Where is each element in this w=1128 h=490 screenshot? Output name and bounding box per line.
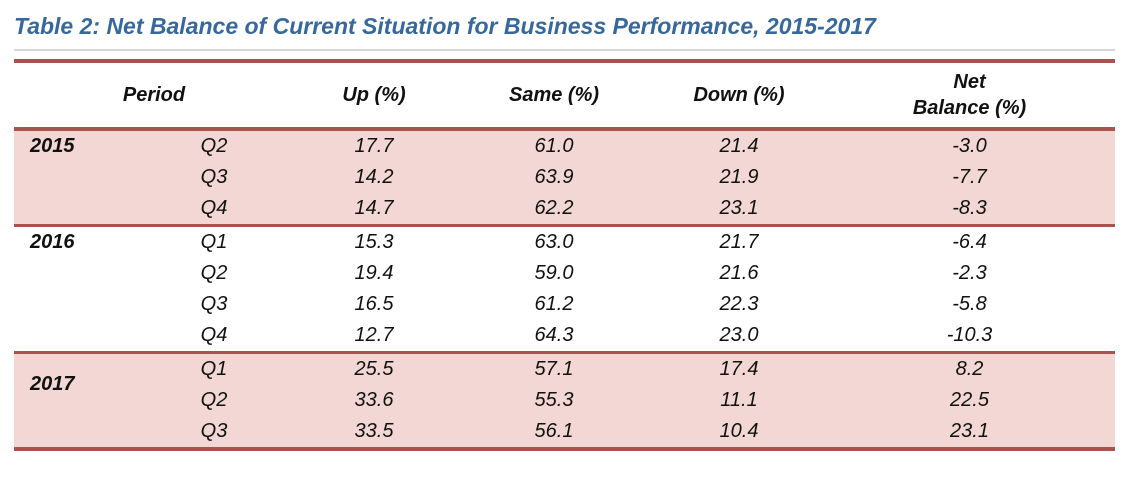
header-up: Up (%) (294, 61, 454, 131)
net-balance-cell: -3.0 (824, 129, 1115, 162)
down-cell: 21.9 (654, 162, 824, 193)
header-period: Period (14, 61, 294, 131)
table-row: Q2 19.4 59.0 21.6 -2.3 (14, 258, 1115, 289)
year-cell: 2015 (14, 129, 134, 226)
up-cell: 25.5 (294, 351, 454, 385)
net-balance-cell: -10.3 (946, 324, 993, 346)
down-cell: 11.1 (654, 385, 824, 416)
table-row: Q3 16.5 61.2 22.3 -5.8 (14, 289, 1115, 320)
table-header: Period Up (%) Same (%) Down (%) Net Bala… (14, 61, 1115, 131)
same-cell: 61.0 (454, 129, 654, 162)
table-title: Table 2: Net Balance of Current Situatio… (14, 13, 876, 39)
quarter-cell: Q2 (134, 385, 294, 416)
table-row: Q3 14.2 63.9 21.9 -7.7 (14, 162, 1115, 193)
net-balance-cell: 23.1 (824, 416, 1115, 449)
same-cell: 55.3 (454, 385, 654, 416)
table-body: 2015 Q2 17.7 61.0 21.4 -3.0 Q3 14.2 63.9 21.9 -7.7… (14, 129, 1115, 449)
net-balance-cell: -8.3 (824, 193, 1115, 226)
header-same: Same (%) (454, 61, 654, 131)
document-page: Table 2: Net Balance of Current Situatio… (0, 13, 1128, 490)
table-row: Q4 14.7 62.2 23.1 -8.3 (14, 193, 1115, 226)
up-cell: 15.3 (294, 224, 454, 258)
table-row: Q3 33.5 56.1 10.4 23.1 (14, 416, 1115, 449)
net-balance-cell: 8.2 (824, 351, 1115, 385)
header-net-balance: Net Balance (%) (824, 61, 1115, 131)
header-down: Down (%) (654, 61, 824, 131)
same-cell: 62.2 (454, 193, 654, 226)
net-balance-cell: -7.7 (824, 162, 1115, 193)
net-balance-cell: -2.3 (952, 262, 987, 284)
up-cell: 16.5 (354, 293, 394, 315)
down-cell: 10.4 (654, 416, 824, 449)
title-underline (14, 49, 1115, 51)
down-cell: 21.7 (654, 224, 824, 258)
quarter-cell: Q2 (134, 129, 294, 162)
quarter-cell: Q2 (200, 262, 228, 284)
header-net-line2: Balance (%) (912, 97, 1027, 119)
table-row: Q4 12.7 64.3 23.0 -10.3 (14, 320, 1115, 353)
up-cell: 14.7 (294, 193, 454, 226)
year-cell: 2017 (14, 351, 134, 449)
quarter-cell: Q3 (134, 416, 294, 449)
same-cell: 61.2 (534, 293, 574, 315)
header-row: Period Up (%) Same (%) Down (%) Net Bala… (14, 61, 1115, 131)
quarter-cell: Q3 (134, 162, 294, 193)
same-cell: 63.9 (454, 162, 654, 193)
quarter-cell: Q4 (200, 324, 228, 346)
net-balance-cell: -5.8 (952, 293, 987, 315)
net-balance-cell: -6.4 (824, 224, 1115, 258)
same-cell: 57.1 (454, 351, 654, 385)
up-cell: 12.7 (354, 324, 394, 346)
down-cell: 22.3 (719, 293, 759, 315)
table-row: 2016 Q1 15.3 63.0 21.7 -6.4 (14, 224, 1115, 353)
table-row: 2015 Q2 17.7 61.0 21.4 -3.0 (14, 129, 1115, 226)
down-cell: 17.4 (654, 351, 824, 385)
same-cell: 59.0 (534, 262, 574, 284)
up-cell: 19.4 (354, 262, 394, 284)
table-row: Q2 33.6 55.3 11.1 22.5 (14, 385, 1115, 416)
up-cell: 33.5 (294, 416, 454, 449)
same-cell: 56.1 (454, 416, 654, 449)
year-cell: 2016 (14, 224, 134, 353)
quarter-cell: Q3 (200, 293, 228, 315)
same-cell: 63.0 (454, 224, 654, 258)
quarter-cell: Q4 (134, 193, 294, 226)
same-cell: 64.3 (534, 324, 574, 346)
quarter-cell: Q1 (134, 224, 294, 258)
down-cell: 21.6 (719, 262, 759, 284)
down-cell: 21.4 (654, 129, 824, 162)
quarter-cell: Q1 (134, 351, 294, 385)
net-balance-cell: 22.5 (824, 385, 1115, 416)
up-cell: 14.2 (294, 162, 454, 193)
net-balance-table: Period Up (%) Same (%) Down (%) Net Bala… (14, 59, 1115, 451)
up-cell: 33.6 (294, 385, 454, 416)
up-cell: 17.7 (294, 129, 454, 162)
down-cell: 23.1 (654, 193, 824, 226)
header-net-line1: Net (953, 71, 986, 93)
down-cell: 23.0 (719, 324, 759, 346)
table-row: 2017 Q1 25.5 57.1 17.4 8.2 (14, 351, 1115, 449)
